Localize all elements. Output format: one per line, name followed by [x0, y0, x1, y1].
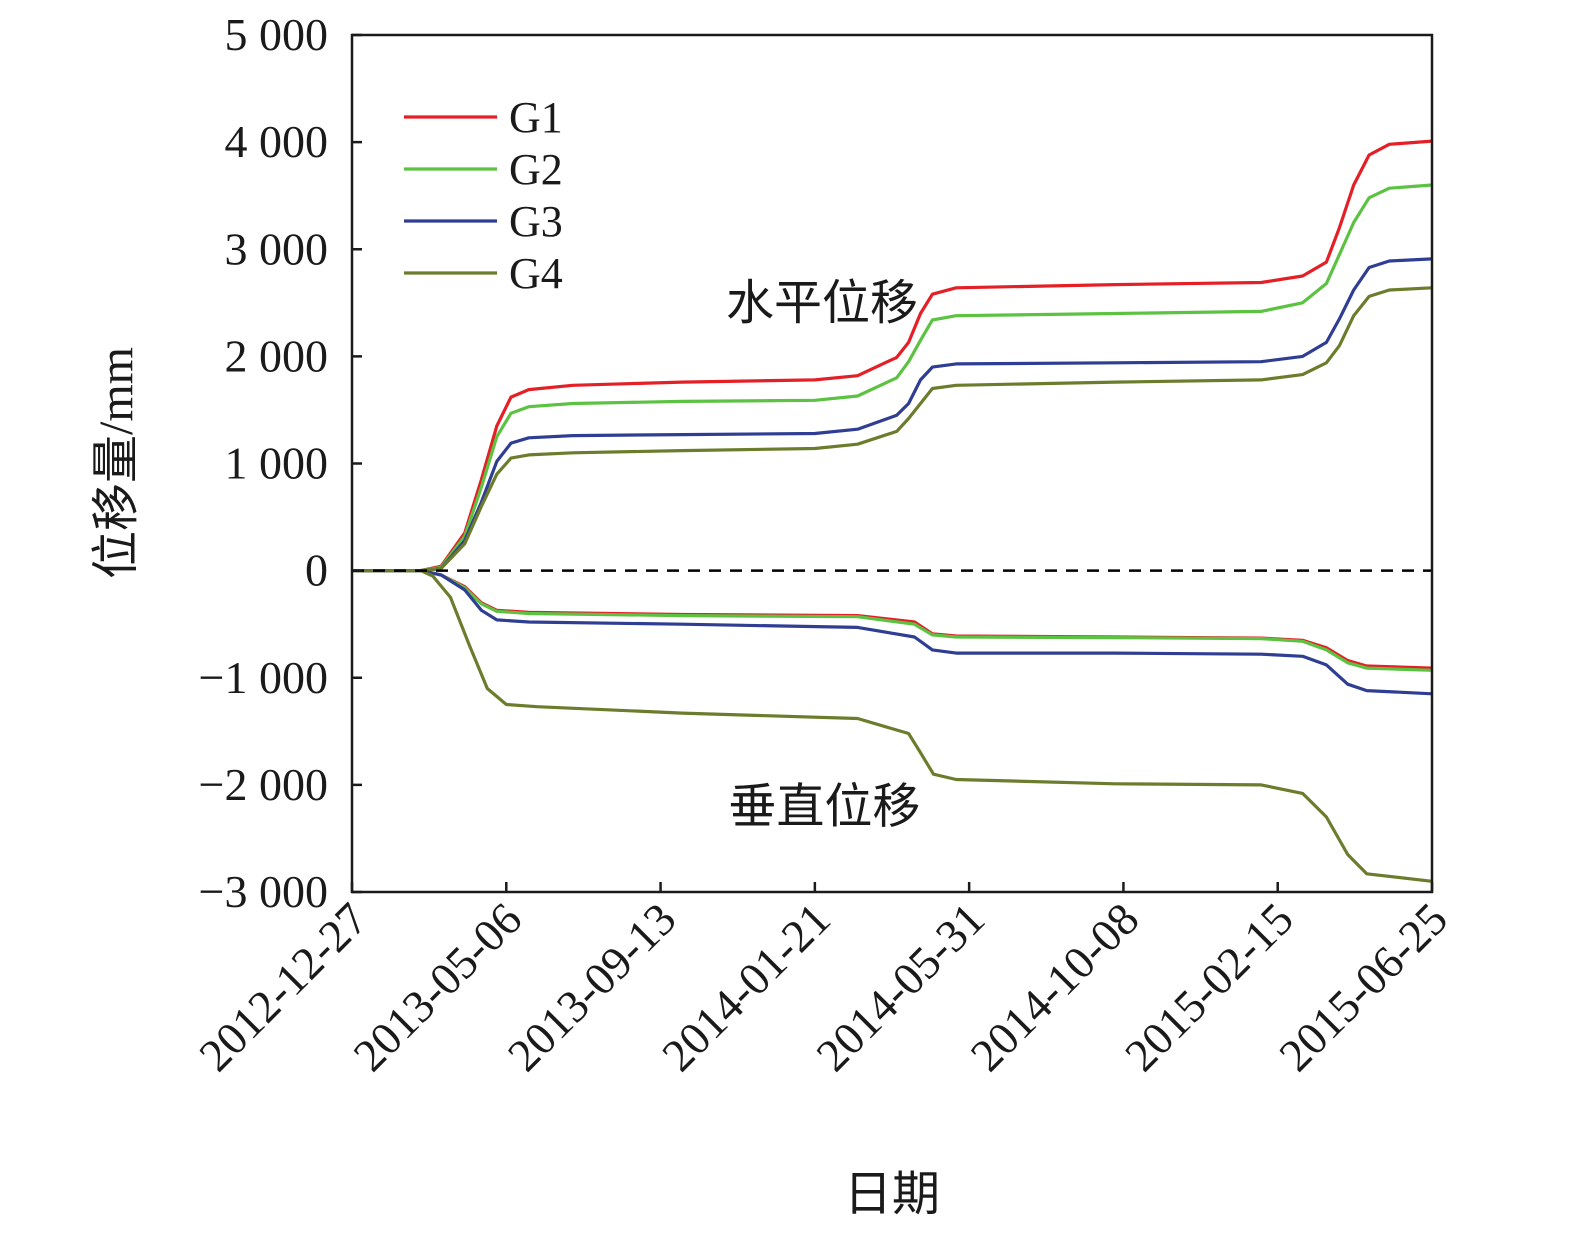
y-axis: −3 000 −2 000 −1 000 0 1 000 2 000 3 000 4 000 5…	[199, 9, 362, 917]
y-tick-label: 1 000	[225, 438, 329, 489]
x-tick-label: 2015-02-15	[1115, 893, 1303, 1081]
series-line-g1-horizontal	[352, 139, 1432, 573]
y-tick-label: −3 000	[199, 866, 328, 917]
legend-label-g2: G2	[509, 145, 563, 194]
y-tick-label: −2 000	[199, 759, 328, 810]
series-line-g3-horizontal	[352, 257, 1432, 573]
series-line-g2-horizontal	[352, 183, 1432, 573]
x-tick-label: 2014-05-31	[806, 893, 994, 1081]
y-tick-label: 2 000	[225, 330, 329, 381]
annotation-horizontal-displacement: 水平位移	[726, 277, 918, 330]
x-tick-label: 2014-10-08	[961, 893, 1149, 1081]
series-line-g2-vertical	[352, 569, 1432, 672]
y-tick-label: 3 000	[225, 223, 329, 274]
y-tick-label: 0	[305, 545, 328, 596]
y-tick-label: 5 000	[225, 9, 329, 60]
y-axis-title: 位移量/mm	[90, 347, 143, 579]
legend-label-g4: G4	[509, 249, 563, 298]
series-line-g4-horizontal	[352, 286, 1432, 573]
series-line-g3-vertical	[352, 569, 1432, 696]
series-line-g4-vertical	[352, 569, 1432, 883]
x-tick-label: 2012-12-27	[189, 893, 377, 1081]
x-axis: 2012-12-272013-05-062013-09-132014-01-21…	[189, 882, 1457, 1081]
annotation-vertical-displacement: 垂直位移	[728, 780, 920, 833]
x-tick-label: 2013-05-06	[344, 893, 532, 1081]
x-tick-label: 2013-09-13	[498, 893, 686, 1081]
y-tick-label: 4 000	[225, 116, 329, 167]
y-tick-label: −1 000	[199, 652, 328, 703]
x-tick-label: 2014-01-21	[652, 893, 840, 1081]
x-axis-title: 日期	[844, 1168, 940, 1221]
legend-label-g1: G1	[509, 93, 563, 142]
legend-label-g3: G3	[509, 197, 563, 246]
series-layer	[352, 139, 1432, 883]
x-tick-label: 2015-06-25	[1269, 893, 1457, 1081]
